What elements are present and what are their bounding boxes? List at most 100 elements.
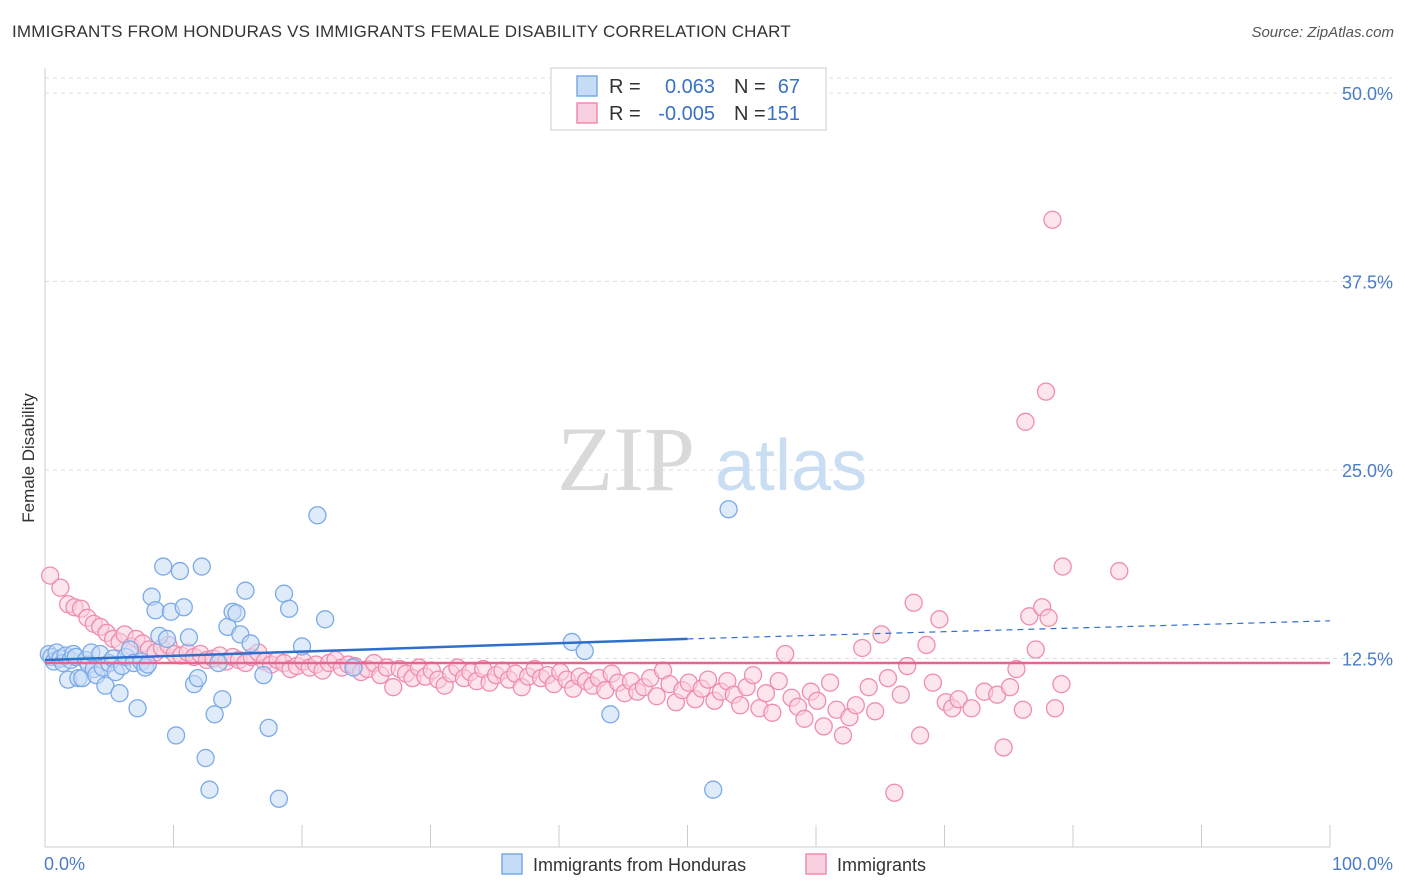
point-honduras-47 — [200, 780, 219, 799]
point-immigrants-125 — [846, 696, 865, 715]
point-immigrants-141 — [949, 690, 968, 709]
point-immigrants-142 — [962, 699, 981, 718]
chart-source: Source: ZipAtlas.com — [1251, 24, 1394, 41]
point-honduras-68 — [601, 705, 620, 724]
point-honduras-56 — [241, 634, 260, 653]
legend-r-label-2: R = — [609, 103, 641, 125]
x-tick-labels: 0.0% 100.0% — [44, 854, 1393, 874]
y-tick-label-3: 50.0% — [1342, 84, 1393, 104]
point-honduras-60 — [274, 584, 294, 603]
point-honduras-37 — [157, 629, 177, 649]
point-immigrants-133 — [898, 656, 917, 676]
point-immigrants-123 — [833, 726, 853, 745]
y-axis-label: Female Disability — [19, 393, 38, 523]
trend-line-honduras — [44, 637, 688, 662]
point-immigrants-159 — [1110, 561, 1129, 581]
point-immigrants-157 — [1043, 210, 1062, 229]
point-immigrants-102 — [698, 670, 718, 689]
watermark-zip: ZIP — [557, 408, 695, 510]
point-immigrants-134 — [904, 593, 923, 612]
point-honduras-46 — [196, 748, 215, 768]
y-tick-label-1: 25.0% — [1342, 461, 1393, 481]
point-immigrants-135 — [910, 726, 930, 745]
point-immigrants-154 — [1052, 675, 1071, 694]
point-immigrants-137 — [923, 673, 943, 692]
y-tick-labels: 12.5% 25.0% 37.5% 50.0% — [1342, 84, 1393, 669]
point-immigrants-109 — [743, 665, 763, 685]
point-immigrants-94 — [647, 687, 666, 706]
point-immigrants-113 — [769, 671, 788, 691]
point-immigrants-152 — [1039, 608, 1058, 627]
point-immigrants-147 — [1007, 659, 1026, 679]
point-immigrants-149 — [1020, 607, 1039, 626]
point-immigrants-146 — [1000, 678, 1020, 697]
bottom-legend-swatch-pink — [805, 853, 827, 875]
bottom-legend-swatch-blue — [501, 853, 523, 875]
legend-n-label-2: N = — [734, 103, 766, 125]
trend-line-honduras-extension — [687, 620, 1331, 640]
legend-n-value-2: 151 — [767, 103, 800, 125]
point-honduras-40 — [170, 561, 190, 581]
y-tick-label-0: 12.5% — [1342, 650, 1393, 670]
point-immigrants-136 — [917, 635, 936, 655]
point-immigrants-129 — [872, 625, 891, 644]
legend-r-value-2: -0.005 — [658, 103, 715, 125]
point-honduras-57 — [254, 665, 273, 685]
point-immigrants-132 — [891, 685, 910, 704]
point-honduras-50 — [213, 690, 232, 709]
correlation-legend: R = 0.063 N = 67 R = -0.005 N = 151 — [550, 67, 827, 131]
legend-n-label-1: N = — [734, 76, 766, 98]
point-immigrants-53 — [384, 678, 403, 697]
point-immigrants-145 — [994, 738, 1013, 757]
point-immigrants-126 — [853, 638, 872, 658]
point-immigrants-121 — [820, 673, 840, 692]
point-immigrants-119 — [808, 691, 827, 710]
bottom-legend-label-immigrants: Immigrants — [837, 855, 926, 875]
point-honduras-32 — [138, 655, 157, 674]
point-immigrants-117 — [795, 709, 814, 728]
grid — [45, 77, 1392, 660]
point-immigrants-114 — [776, 644, 795, 664]
point-honduras-34 — [146, 601, 165, 620]
point-immigrants-1 — [51, 578, 70, 597]
point-immigrants-156 — [1036, 382, 1056, 401]
point-immigrants-130 — [878, 668, 898, 688]
point-immigrants-0 — [40, 566, 60, 585]
x-tick-label-1: 100.0% — [1332, 854, 1393, 874]
legend-r-label-1: R = — [609, 76, 641, 98]
point-honduras-59 — [269, 789, 289, 808]
point-honduras-45 — [192, 557, 211, 576]
point-honduras-36 — [154, 557, 173, 576]
point-immigrants-138 — [930, 610, 949, 629]
point-immigrants-112 — [763, 703, 782, 722]
point-immigrants-155 — [1016, 412, 1035, 431]
point-immigrants-148 — [1013, 700, 1033, 719]
y-tick-label-2: 37.5% — [1342, 273, 1393, 293]
point-honduras-29 — [128, 699, 147, 718]
point-honduras-24 — [110, 684, 129, 703]
point-honduras-70 — [719, 500, 738, 519]
point-honduras-48 — [205, 705, 224, 724]
point-immigrants-153 — [1045, 699, 1065, 718]
series-honduras-points — [39, 500, 738, 808]
point-honduras-44 — [188, 668, 208, 688]
point-honduras-69 — [704, 780, 723, 799]
point-immigrants-127 — [859, 678, 878, 697]
watermark-atlas: atlas — [715, 426, 867, 506]
x-tick-label-0: 0.0% — [44, 854, 85, 874]
point-immigrants-158 — [1053, 557, 1072, 576]
point-honduras-20 — [96, 676, 115, 695]
point-honduras-41 — [174, 598, 193, 617]
watermark: ZIP atlas — [557, 408, 867, 510]
point-honduras-67 — [575, 641, 594, 661]
point-honduras-65 — [344, 658, 363, 677]
point-immigrants-128 — [865, 702, 885, 721]
point-immigrants-111 — [756, 684, 776, 703]
chart-title: IMMIGRANTS FROM HONDURAS VS IMMIGRANTS F… — [12, 22, 791, 41]
point-honduras-61 — [279, 599, 299, 618]
legend-swatch-pink — [576, 102, 598, 124]
legend-swatch-blue — [576, 75, 598, 97]
point-honduras-58 — [259, 718, 278, 738]
bottom-legend-label-honduras: Immigrants from Honduras — [533, 855, 746, 875]
